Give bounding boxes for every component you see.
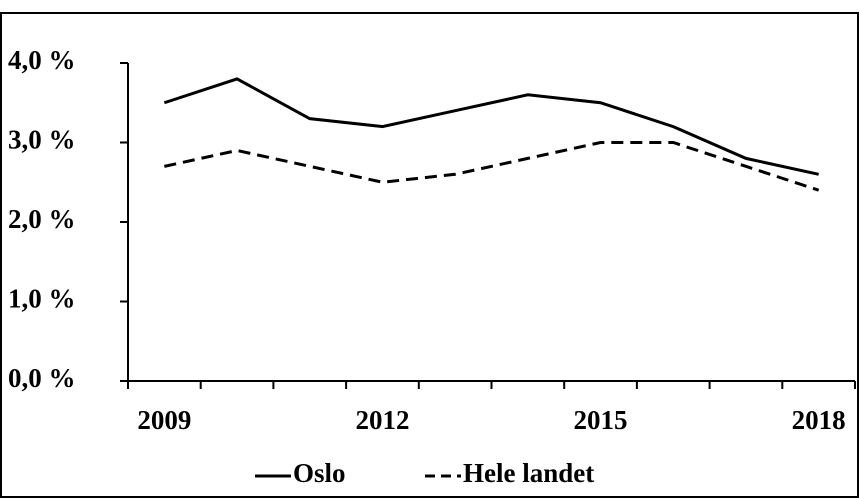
- series-line: [163, 77, 819, 176]
- x-tick-label: 2012: [355, 405, 409, 435]
- legend-label: Hele landet: [463, 458, 594, 488]
- y-tick-label: 1,0 %: [8, 284, 76, 314]
- x-tick-label: 2009: [137, 405, 191, 435]
- y-tick-label: 4,0 %: [8, 45, 76, 75]
- x-tick-label: 2018: [792, 405, 846, 435]
- y-tick-label: 0,0 %: [8, 363, 76, 393]
- legend-label: Oslo: [293, 458, 346, 488]
- x-tick-label: 2015: [574, 405, 628, 435]
- y-tick-label: 3,0 %: [8, 125, 76, 155]
- series-line: [164, 141, 820, 192]
- y-tick-label: 2,0 %: [8, 204, 76, 234]
- chart-frame: [0, 12, 859, 498]
